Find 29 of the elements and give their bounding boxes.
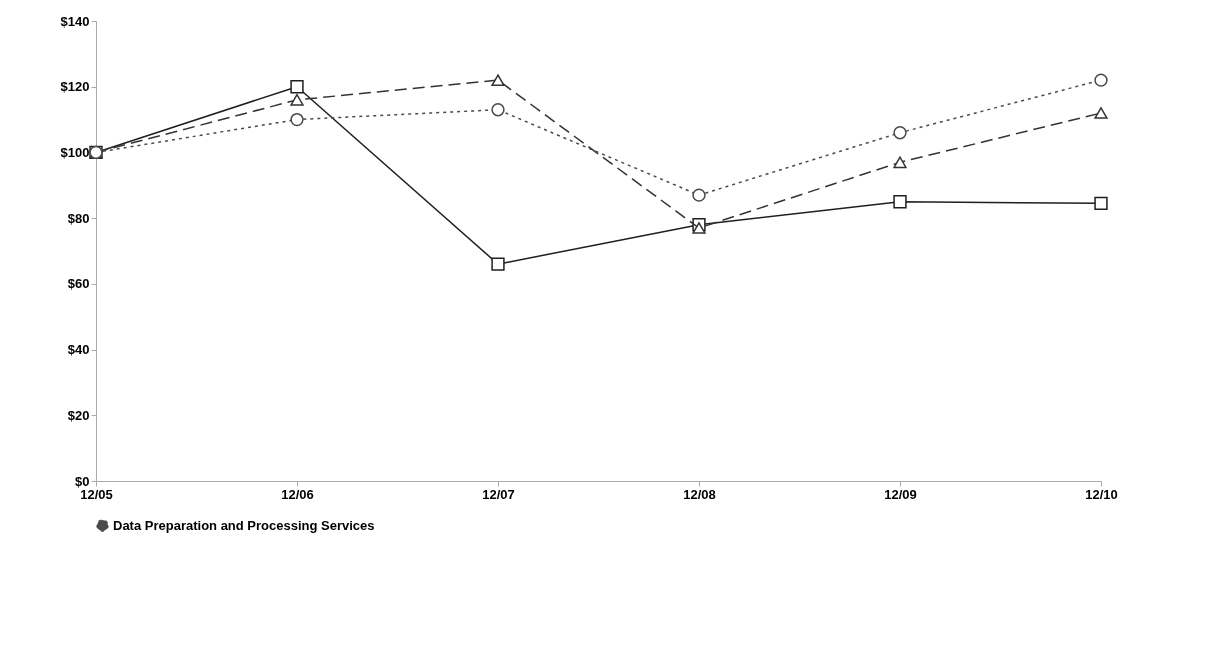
point bbox=[491, 257, 505, 271]
y-tick-label: $120 bbox=[60, 79, 90, 95]
point bbox=[893, 126, 907, 140]
x-tick-label: 12/06 bbox=[281, 486, 314, 502]
x-tick-label: 12/05 bbox=[80, 486, 113, 502]
legend-label: Data Preparation and Processing Services bbox=[113, 517, 375, 533]
y-tick-label: $100 bbox=[60, 144, 90, 160]
y-tick-label: $80 bbox=[67, 210, 90, 226]
point bbox=[893, 195, 907, 209]
y-tick-label: $20 bbox=[67, 407, 90, 423]
point bbox=[893, 156, 907, 169]
x-tick-label: 12/09 bbox=[884, 486, 917, 502]
point bbox=[491, 103, 505, 117]
y-tick-label: $0 bbox=[75, 473, 90, 489]
point bbox=[491, 74, 505, 87]
x-tick-label: 12/07 bbox=[482, 486, 515, 502]
x-tick-label: 12/08 bbox=[683, 486, 716, 502]
point bbox=[1094, 107, 1108, 119]
y-tick-label: $140 bbox=[60, 13, 90, 29]
x-tick-label: 12/10 bbox=[1085, 486, 1118, 502]
y-tick-label: $60 bbox=[67, 276, 90, 292]
point bbox=[1094, 73, 1108, 87]
point bbox=[290, 112, 304, 127]
point bbox=[290, 93, 304, 106]
point bbox=[290, 80, 304, 94]
point bbox=[1094, 196, 1108, 211]
y-tick-label: $40 bbox=[67, 342, 90, 358]
point bbox=[692, 222, 706, 234]
point bbox=[692, 188, 706, 202]
